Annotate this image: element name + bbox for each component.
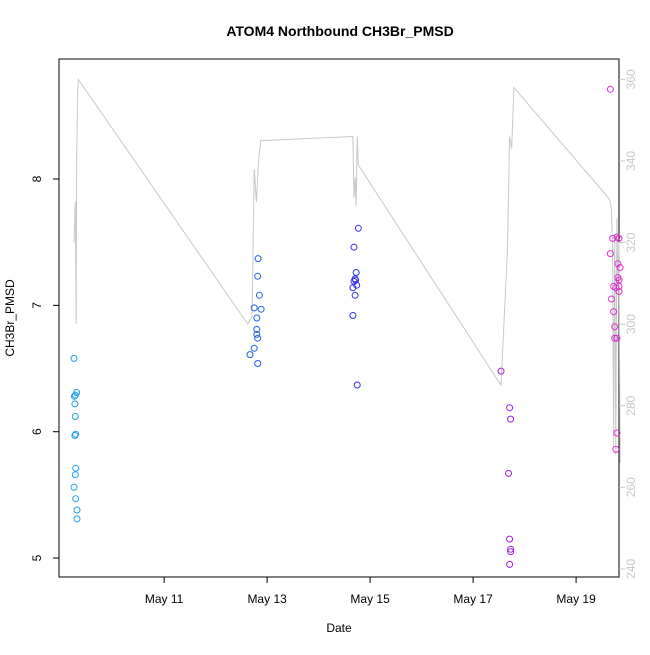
data-point-series-4	[506, 560, 514, 568]
x-tick-label: May 15	[350, 592, 390, 606]
data-point-series-5	[608, 295, 615, 303]
y-tick-label: 7	[30, 302, 44, 309]
data-point-series-5	[606, 250, 614, 258]
data-point-series-2	[257, 305, 265, 313]
data-point-series-2	[254, 272, 262, 280]
data-point-series-5	[611, 323, 619, 331]
data-point-series-5	[615, 288, 623, 295]
data-point-series-5	[613, 334, 621, 342]
data-point-series-3	[354, 224, 362, 232]
data-point-series-1	[72, 430, 80, 438]
data-point-series-2	[250, 344, 258, 352]
y-tick-label: 6	[30, 428, 44, 435]
data-point-series-2	[255, 291, 263, 299]
secondary-line-layer	[73, 77, 621, 463]
data-point-series-5	[611, 334, 619, 342]
data-point-series-2	[254, 255, 262, 263]
y-axis-label: CH3Br_PMSD	[3, 279, 17, 357]
data-point-series-1	[72, 495, 80, 503]
y-axis: 5 6 7 8	[30, 175, 59, 561]
y2-tick-label: 260	[624, 477, 638, 497]
y2-tick-label: 360	[624, 69, 638, 89]
data-point-series-5	[615, 282, 623, 290]
x-tick-label: May 17	[453, 592, 493, 606]
data-point-series-2	[246, 351, 254, 359]
data-point-series-5	[612, 445, 620, 453]
data-point-series-5	[606, 85, 614, 93]
data-point-series-1	[71, 471, 79, 479]
data-point-series-1	[71, 400, 79, 408]
y-tick-label: 8	[30, 175, 44, 182]
chart-title: ATOM4 Northbound CH3Br_PMSD	[226, 23, 453, 39]
data-point-series-4	[507, 545, 515, 553]
data-point-series-2	[250, 304, 258, 312]
data-point-series-4	[506, 404, 514, 412]
data-point-series-3	[352, 276, 360, 284]
data-point-series-1	[71, 432, 79, 439]
data-point-series-1	[73, 389, 81, 396]
data-point-series-4	[506, 535, 514, 543]
data-point-series-4	[507, 548, 515, 556]
data-point-series-2	[254, 334, 262, 342]
y-tick-label: 5	[30, 554, 44, 561]
data-point-series-2	[253, 314, 261, 322]
y2-tick-label: 240	[624, 559, 638, 579]
data-point-series-1	[73, 506, 81, 514]
data-point-series-2	[253, 330, 261, 338]
data-point-series-1	[71, 413, 79, 420]
point-layer	[70, 85, 624, 568]
data-point-series-5	[610, 308, 618, 316]
secondary-y-axis: 240 260 280 300 320 340 360	[619, 69, 638, 579]
data-point-series-2	[253, 325, 261, 333]
data-point-series-3	[353, 381, 361, 389]
data-point-series-1	[73, 515, 81, 523]
y2-tick-label: 280	[624, 395, 638, 415]
data-point-series-4	[507, 415, 515, 423]
data-point-series-1	[70, 354, 78, 362]
x-axis: May 11 May 13 May 15 May 17 May 19	[145, 577, 596, 606]
data-point-series-2	[254, 360, 262, 367]
data-point-series-3	[350, 243, 358, 251]
x-axis-label: Date	[326, 621, 352, 635]
x-tick-label: May 19	[556, 592, 596, 606]
data-point-series-4	[497, 367, 505, 375]
y2-tick-label: 300	[624, 314, 638, 334]
data-point-series-3	[353, 281, 361, 289]
y2-tick-label: 340	[624, 151, 638, 171]
data-point-series-1	[70, 483, 78, 491]
data-point-series-4	[505, 469, 512, 477]
x-tick-label: May 11	[145, 592, 184, 606]
data-point-series-1	[70, 392, 78, 400]
data-point-series-5	[616, 264, 624, 271]
data-point-series-5	[613, 429, 621, 437]
secondary-series-line	[73, 77, 621, 463]
data-point-series-5	[614, 260, 622, 268]
y2-tick-label: 320	[624, 232, 638, 252]
data-point-series-3	[349, 312, 357, 319]
data-point-series-3	[351, 291, 359, 299]
data-point-series-3	[352, 269, 360, 276]
data-point-series-1	[72, 464, 80, 472]
data-point-series-5	[615, 234, 623, 242]
x-tick-label: May 13	[247, 592, 287, 606]
